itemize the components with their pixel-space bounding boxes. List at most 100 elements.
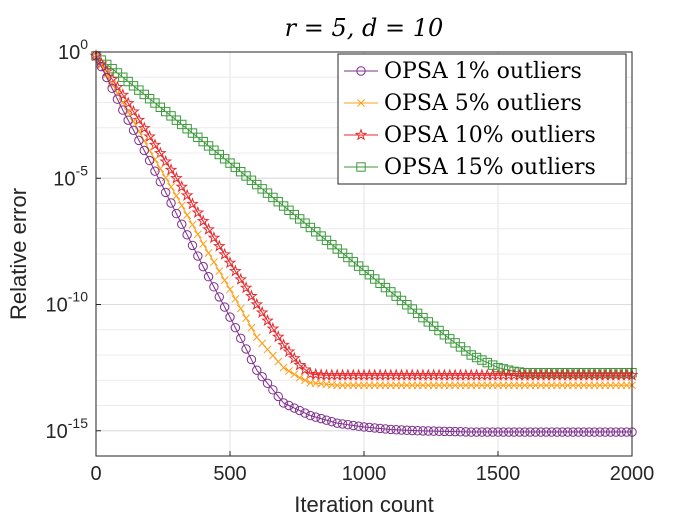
marker-x — [231, 294, 240, 303]
marker-square — [482, 357, 492, 368]
marker-circle — [284, 400, 294, 411]
y-axis: 100 10-5 10-10 10-15 — [46, 36, 101, 443]
marker-star — [196, 214, 210, 227]
marker-circle — [316, 413, 326, 424]
marker-circle — [289, 403, 300, 413]
marker-circle — [118, 105, 128, 115]
x-tick-label: 0 — [90, 463, 101, 485]
marker-circle — [605, 427, 616, 437]
marker-x — [124, 108, 133, 117]
marker-circle — [493, 427, 503, 437]
marker-circle — [112, 94, 123, 104]
marker-square — [466, 350, 476, 360]
marker-star — [207, 231, 221, 244]
marker-x — [172, 191, 181, 200]
marker-circle — [294, 405, 305, 416]
marker-circle — [445, 426, 455, 437]
marker-star — [293, 358, 307, 371]
marker-star — [239, 281, 253, 294]
marker-circle — [595, 427, 605, 437]
marker-star — [234, 272, 248, 285]
legend-item: OPSA 1% outliers — [344, 59, 582, 84]
marker-circle — [375, 423, 385, 434]
marker-x — [236, 304, 245, 313]
marker-circle — [230, 323, 241, 333]
marker-circle — [273, 391, 283, 402]
marker-square — [356, 162, 366, 172]
marker-star — [354, 128, 368, 141]
legend-box — [337, 53, 627, 185]
marker-square — [477, 355, 487, 365]
marker-star — [116, 88, 130, 101]
legend-item: OPSA 5% outliers — [344, 91, 582, 116]
marker-circle — [600, 427, 610, 437]
marker-circle — [257, 372, 267, 382]
marker-circle — [134, 135, 144, 146]
marker-circle — [182, 230, 192, 240]
marker-x — [220, 276, 229, 285]
marker-circle — [520, 427, 530, 437]
y-axis-label: Relative error — [6, 188, 31, 320]
marker-x — [193, 230, 202, 239]
marker-circle — [332, 418, 342, 428]
x-tick-label: 500 — [213, 463, 246, 485]
x-axis: 0 500 1000 1500 2000 — [90, 451, 654, 485]
marker-square — [471, 352, 482, 363]
marker-circle — [225, 312, 235, 322]
marker-star — [153, 146, 167, 159]
marker-circle — [177, 219, 187, 229]
marker-circle — [546, 427, 557, 437]
marker-x — [145, 146, 154, 155]
marker-circle — [166, 198, 176, 208]
marker-x — [357, 99, 365, 107]
legend: OPSA 1% outliers OPSA 5% outliers OPSA 10%… — [337, 53, 627, 185]
marker-circle — [621, 427, 632, 437]
marker-circle — [187, 240, 198, 251]
marker-circle — [364, 422, 375, 433]
y-tick-label: 10-5 — [53, 162, 88, 190]
marker-circle — [327, 416, 337, 427]
marker-circle — [241, 344, 251, 354]
marker-x — [183, 211, 192, 220]
marker-circle — [589, 427, 600, 437]
marker-circle — [439, 426, 450, 437]
x-tick-label: 1000 — [342, 463, 387, 485]
marker-star — [170, 171, 183, 184]
marker-circle — [396, 425, 407, 435]
x-tick-label: 2000 — [610, 463, 655, 485]
marker-circle — [407, 425, 417, 436]
marker-circle — [402, 425, 412, 435]
marker-circle — [193, 251, 203, 261]
legend-label: OPSA 15% outliers — [384, 155, 596, 180]
marker-circle — [380, 424, 391, 434]
marker-circle — [236, 333, 246, 344]
x-axis-label: Iteration count — [294, 492, 433, 517]
marker-star — [143, 129, 156, 143]
marker-star — [245, 289, 258, 302]
marker-circle — [311, 412, 321, 422]
marker-circle — [562, 427, 573, 437]
marker-x — [279, 363, 288, 372]
marker-circle — [359, 422, 369, 432]
marker-x — [161, 173, 170, 182]
series-star — [89, 49, 639, 381]
marker-circle — [160, 187, 171, 198]
marker-circle — [498, 427, 509, 437]
marker-circle — [102, 72, 112, 83]
marker-star — [132, 113, 146, 126]
legend-item: OPSA 10% outliers — [344, 123, 596, 148]
marker-star — [148, 138, 162, 151]
marker-circle — [434, 426, 444, 436]
marker-circle — [356, 66, 366, 76]
marker-circle — [107, 83, 117, 94]
marker-star — [164, 163, 178, 176]
marker-star — [159, 154, 173, 168]
marker-circle — [128, 125, 139, 135]
marker-circle — [348, 420, 358, 431]
series-circle — [91, 51, 637, 437]
marker-circle — [616, 427, 626, 437]
marker-circle — [203, 272, 214, 282]
marker-star — [282, 344, 296, 358]
marker-x — [290, 370, 299, 379]
marker-circle — [482, 427, 492, 437]
